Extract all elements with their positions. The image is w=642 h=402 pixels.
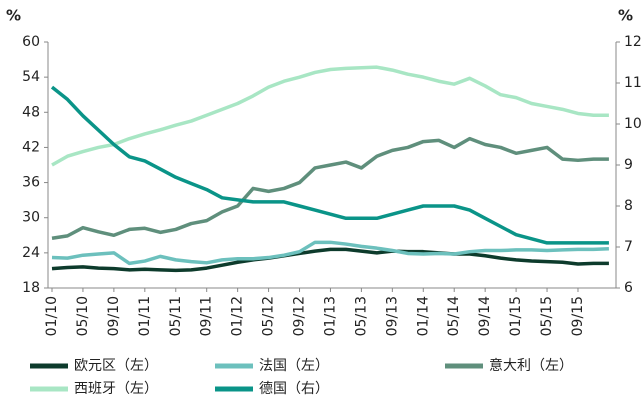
x-tick-label: 01/14 — [415, 296, 431, 336]
x-tick-label: 05/11 — [168, 296, 184, 336]
y-tick-label: 18 — [22, 280, 40, 296]
y2-tick-label: 10 — [624, 116, 642, 132]
x-tick-label: 09/14 — [477, 296, 493, 336]
x-tick-label: 09/13 — [384, 296, 400, 336]
x-tick-label: 05/14 — [446, 296, 462, 336]
series-line — [51, 247, 609, 273]
x-tick-label: 01/10 — [44, 296, 60, 336]
y-tick-label: 60 — [22, 34, 40, 50]
x-tick-label: 01/15 — [508, 296, 524, 336]
series-line — [51, 136, 609, 240]
y-tick-label: 36 — [22, 175, 40, 191]
x-tick-label: 01/13 — [322, 296, 338, 336]
x-tick-label: 09/10 — [106, 296, 122, 336]
y-tick-label: 54 — [22, 69, 40, 85]
y2-tick-label: 6 — [624, 280, 633, 296]
legend-label: 西班牙（左） — [74, 381, 158, 397]
x-tick-label: 01/12 — [230, 296, 246, 336]
legend-label: 欧元区（左） — [74, 358, 158, 374]
y-tick-label: 24 — [22, 245, 40, 261]
series-line — [51, 240, 609, 266]
x-tick-label: 01/11 — [137, 296, 153, 336]
y-tick-label: 30 — [22, 210, 40, 226]
y2-axis-label: % — [618, 7, 633, 25]
y2-tick-label: 12 — [624, 34, 642, 50]
legend-label: 德国（右） — [259, 381, 329, 397]
legend-label: 法国（左） — [259, 358, 329, 374]
y2-tick-label: 11 — [624, 75, 642, 91]
x-tick-label: 05/10 — [75, 296, 91, 336]
legend-label: 意大利（左） — [489, 357, 573, 374]
y2-tick-label: 7 — [624, 239, 633, 255]
series-line — [51, 65, 609, 167]
x-tick-label: 05/13 — [353, 296, 369, 336]
series-line — [50, 85, 609, 245]
x-tick-label: 09/15 — [570, 296, 586, 336]
y-tick-label: 42 — [22, 139, 40, 155]
x-tick-label: 09/11 — [199, 296, 215, 336]
y-tick-label: 48 — [22, 104, 40, 120]
y-axis-label: % — [6, 7, 21, 25]
x-tick-label: 05/12 — [261, 296, 277, 336]
y2-tick-label: 9 — [624, 157, 633, 173]
x-tick-label: 05/15 — [539, 296, 555, 336]
x-tick-label: 09/12 — [292, 296, 308, 336]
y2-tick-label: 8 — [624, 198, 633, 214]
